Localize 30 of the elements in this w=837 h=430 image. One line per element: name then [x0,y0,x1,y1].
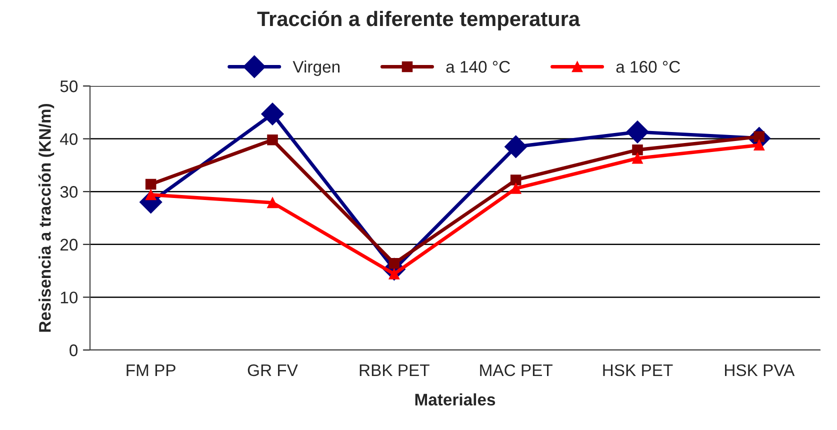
point [145,178,156,190]
point [504,135,528,158]
legend-label: a 140 °C [446,60,510,73]
point [626,120,649,144]
x-tick-label: HSK PET [603,364,673,376]
point [267,197,278,208]
chart-title: Tracción a diferente temperatura [257,10,580,30]
point [145,189,156,200]
y-tick-label: 30 [60,186,78,198]
y-tick-label: 0 [70,344,78,356]
y-tick-label: 40 [60,133,78,146]
legend-label: a 160 °C [616,60,680,73]
y-tick-label: 20 [60,238,78,251]
point [632,152,643,164]
point [261,102,284,126]
point [510,174,522,186]
y-tick-label: 50 [60,80,78,92]
legend-label: Virgen [292,60,340,76]
point [632,144,643,156]
x-tick-label: MAC PET [480,364,552,376]
y-tick-label: 10 [60,292,78,304]
point [510,183,522,194]
x-tick-label: HSK PVA [725,364,795,376]
x-tick-label: GR FV [248,364,298,376]
point [267,134,278,146]
point [754,140,765,151]
x-tick-label: RBK PET [360,364,430,376]
y-axis-title: Resisencia a tracción (KN/m) [38,104,54,332]
x-axis-title: Materiales [415,393,496,406]
x-tick-label: FM PP [126,364,176,376]
